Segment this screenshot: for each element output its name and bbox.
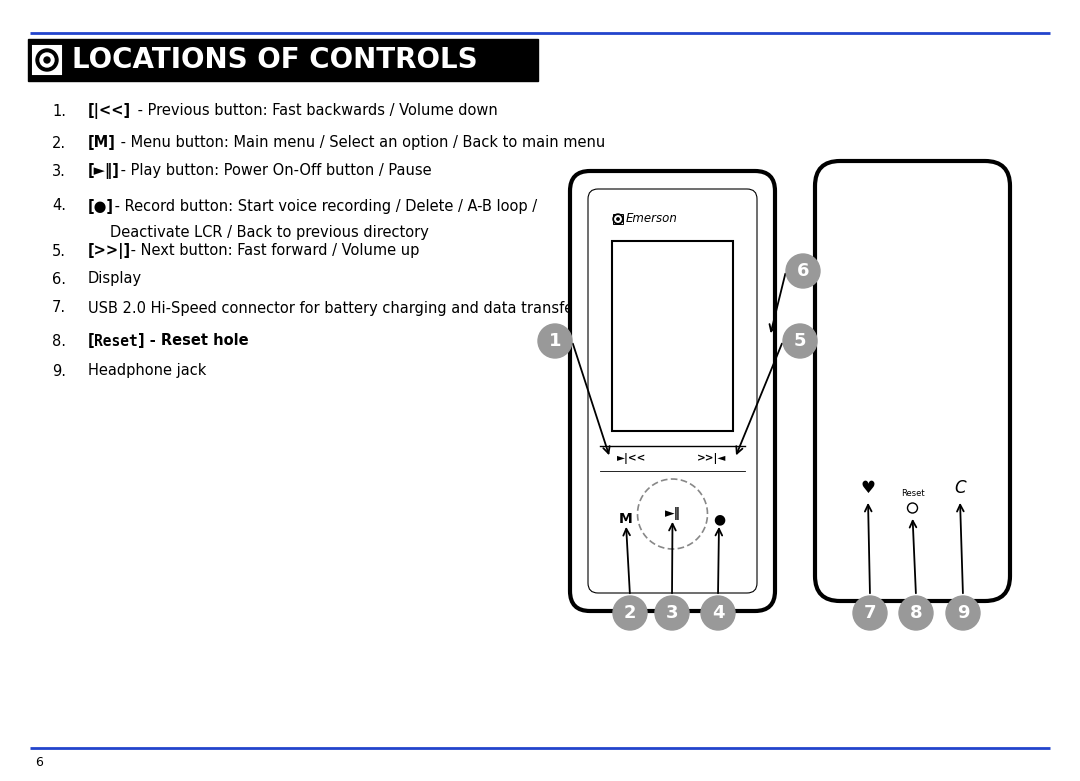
FancyBboxPatch shape [570,171,775,611]
Text: Reset: Reset [901,490,924,498]
Text: 1: 1 [549,332,562,350]
Bar [33,46,60,74]
Circle shape [899,596,933,630]
Text: 6.: 6. [52,272,66,287]
Text: 4: 4 [712,604,725,622]
Circle shape [40,53,54,67]
Text: 3.: 3. [52,163,66,179]
Text: ►‖: ►‖ [664,508,680,520]
Text: [►‖]: [►‖] [87,163,120,179]
Text: - Play button: Power On-Off button / Pause: - Play button: Power On-Off button / Pau… [116,163,432,179]
Text: ●: ● [713,512,725,526]
Text: - Next button: Fast forward / Volume up: - Next button: Fast forward / Volume up [126,244,419,259]
Text: Headphone jack: Headphone jack [87,363,206,379]
Circle shape [783,324,816,358]
Text: 5.: 5. [52,244,66,259]
FancyBboxPatch shape [588,189,757,593]
Circle shape [613,596,647,630]
Text: 6: 6 [797,262,809,280]
Circle shape [786,254,820,288]
Text: ♥: ♥ [861,479,876,497]
Text: 2.: 2. [52,135,66,151]
Text: [>>|]: [>>|] [87,243,131,259]
Text: 2: 2 [624,604,636,622]
Text: 8.: 8. [52,333,66,348]
Text: 7: 7 [864,604,876,622]
Text: USB 2.0 Hi-Speed connector for battery charging and data transfer: USB 2.0 Hi-Speed connector for battery c… [87,301,579,316]
Text: - Menu button: Main menu / Select an option / Back to main menu: - Menu button: Main menu / Select an opt… [116,135,605,151]
Circle shape [36,49,58,71]
Text: 3: 3 [665,604,678,622]
Text: 6: 6 [35,757,43,769]
Circle shape [853,596,887,630]
Text: Display: Display [87,272,143,287]
Text: [: [ [87,333,95,348]
Text: 8: 8 [909,604,922,622]
Circle shape [946,596,980,630]
Text: ►|<<: ►|<< [618,452,647,463]
Bar [28,39,538,81]
Text: [M]: [M] [87,135,116,151]
Text: [●]: [●] [87,198,114,213]
Circle shape [613,214,623,224]
Circle shape [538,324,572,358]
Circle shape [654,596,689,630]
Circle shape [617,218,619,220]
Circle shape [615,216,621,223]
Text: >>|◄: >>|◄ [698,452,727,463]
Text: LOCATIONS OF CONTROLS: LOCATIONS OF CONTROLS [72,46,477,74]
Circle shape [701,596,735,630]
Text: 9: 9 [957,604,969,622]
Text: 4.: 4. [52,198,66,213]
Text: 5: 5 [794,332,807,350]
Text: Reset: Reset [94,333,138,348]
Text: - Record button: Start voice recording / Delete / A-B loop /: - Record button: Start voice recording /… [110,198,537,213]
Text: 7.: 7. [52,301,66,316]
Bar [613,214,623,224]
Text: 9.: 9. [52,363,66,379]
Text: ] - Reset hole: ] - Reset hole [138,333,248,348]
FancyBboxPatch shape [815,161,1010,601]
Circle shape [907,503,918,513]
Circle shape [44,57,50,63]
Bar [612,241,733,431]
Text: M: M [619,512,633,526]
Text: Deactivate LCR / Back to previous directory: Deactivate LCR / Back to previous direct… [110,224,429,240]
Text: Emerson: Emerson [626,212,678,226]
Text: [|<<]: [|<<] [87,103,131,119]
Text: C: C [955,479,966,497]
Text: 1.: 1. [52,104,66,119]
Text: - Previous button: Fast backwards / Volume down: - Previous button: Fast backwards / Volu… [133,104,498,119]
